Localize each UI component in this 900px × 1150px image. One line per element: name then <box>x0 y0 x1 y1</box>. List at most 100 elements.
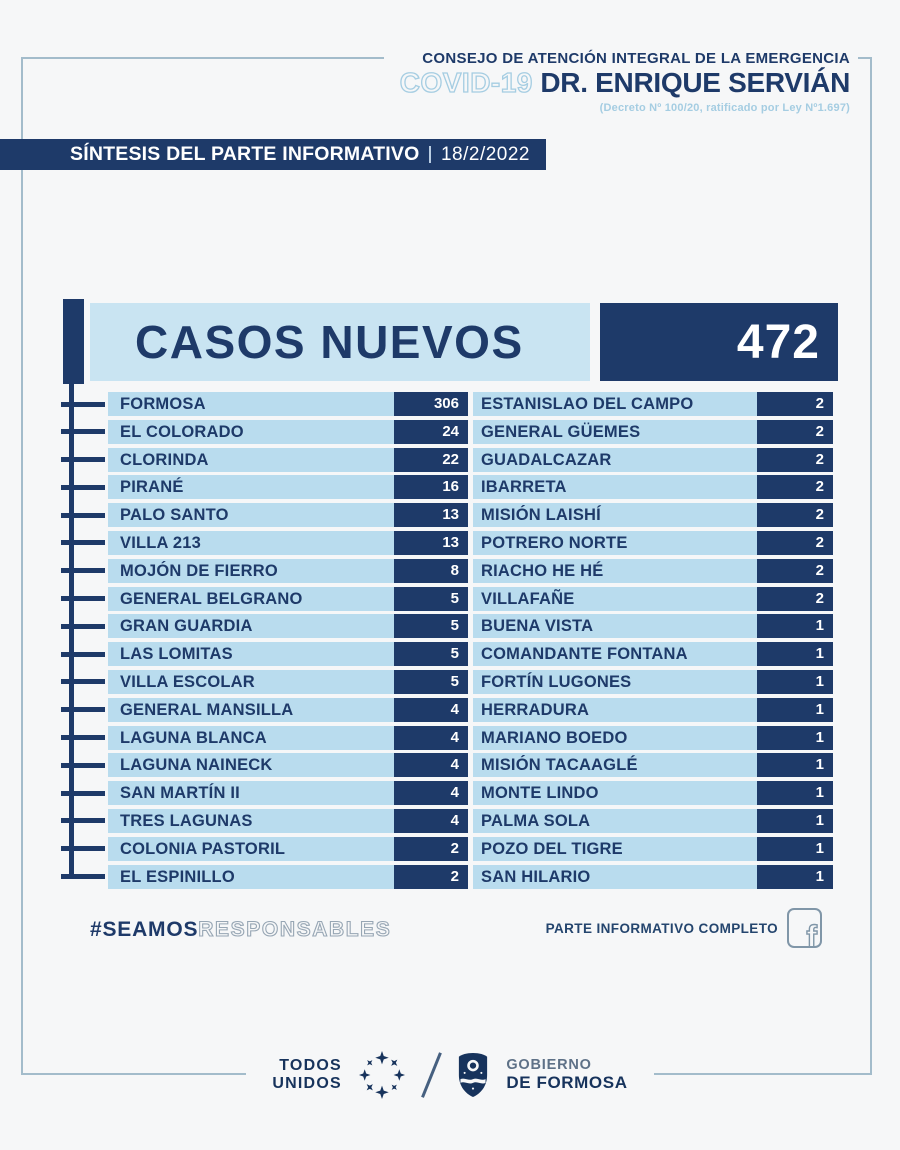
table-row: EL ESPINILLO 2 <box>61 864 468 889</box>
table-row: SAN MARTÍN II 4 <box>61 781 468 806</box>
table-row: VILLA ESCOLAR 5 <box>61 669 468 694</box>
full-report-note: PARTE INFORMATIVO COMPLETO f <box>546 908 822 948</box>
table-row: MISIÓN TACAAGLÉ 1 <box>473 753 833 778</box>
row-tick <box>61 540 105 546</box>
doctor-name: DR. ENRIQUE SERVIÁN <box>532 67 850 98</box>
table-row: GENERAL BELGRANO 5 <box>61 586 468 611</box>
case-count: 2 <box>757 503 833 528</box>
location-label: GUADALCAZAR <box>481 450 612 469</box>
table-row: BUENA VISTA 1 <box>473 614 833 639</box>
star-ring-icon <box>358 1050 405 1100</box>
facebook-f-glyph: f <box>806 919 818 948</box>
location-label: ESTANISLAO DEL CAMPO <box>481 395 694 413</box>
table-row: LAGUNA BLANCA 4 <box>61 725 468 750</box>
location-label: PALMA SOLA <box>481 811 591 830</box>
location-label: GENERAL BELGRANO <box>120 589 303 608</box>
location-label: CLORINDA <box>120 450 209 469</box>
location-label: VILLA ESCOLAR <box>120 672 255 691</box>
table-row: GENERAL MANSILLA 4 <box>61 697 468 722</box>
row-tick <box>61 790 105 796</box>
location-label: GRAN GUARDIA <box>120 617 253 636</box>
location-label: FORTÍN LUGONES <box>481 672 632 691</box>
location-label: COMANDANTE FONTANA <box>481 645 688 664</box>
case-count: 24 <box>394 419 468 444</box>
location-label: SAN HILARIO <box>481 867 591 886</box>
location-label: LAGUNA NAINECK <box>120 756 273 775</box>
table-row: GUADALCAZAR 2 <box>473 447 833 472</box>
location-label: GENERAL GÜEMES <box>481 422 641 441</box>
location-label: BUENA VISTA <box>481 617 594 636</box>
table-row: COMANDANTE FONTANA 1 <box>473 642 833 667</box>
location-label: VILLAFAÑE <box>481 589 575 608</box>
table-row: COLONIA PASTORIL 2 <box>61 836 468 861</box>
table-row: EL COLORADO 24 <box>61 419 468 444</box>
row-tick <box>61 707 105 713</box>
case-count: 2 <box>757 419 833 444</box>
case-count: 13 <box>394 530 468 555</box>
case-count: 306 <box>394 392 468 416</box>
table-row: POZO DEL TIGRE 1 <box>473 836 833 861</box>
table-row: CLORINDA 22 <box>61 447 468 472</box>
table-row: MARIANO BOEDO 1 <box>473 725 833 750</box>
covid-19-outline-text: COVID-19 <box>399 66 533 98</box>
case-count: 1 <box>757 614 833 639</box>
table-row: FORMOSA 306 <box>61 392 468 416</box>
table-row: MOJÓN DE FIERRO 8 <box>61 558 468 583</box>
case-count: 5 <box>394 586 468 611</box>
location-label: EL COLORADO <box>120 422 244 441</box>
location-label: TRES LAGUNAS <box>120 811 253 830</box>
cases-column-left: FORMOSA 306 EL COLORADO 24 CLORINDA 22 PIRANÉ 1… <box>61 392 468 889</box>
location-label: POTRERO NORTE <box>481 533 628 552</box>
table-row: FORTÍN LUGONES 1 <box>473 669 833 694</box>
gobierno-line: GOBIERNO <box>506 1057 592 1073</box>
hashtag-outline-text: RESPONSABLES <box>198 917 392 941</box>
section-total-box: 472 <box>600 303 838 381</box>
case-count: 5 <box>394 642 468 667</box>
row-tick <box>61 484 105 490</box>
table-row: RIACHO HE HÉ 2 <box>473 558 833 583</box>
table-row: VILLAFAÑE 2 <box>473 586 833 611</box>
location-label: LAGUNA BLANCA <box>120 728 267 747</box>
table-row: GRAN GUARDIA 5 <box>61 614 468 639</box>
case-count: 2 <box>757 475 833 500</box>
table-row: HERRADURA 1 <box>473 697 833 722</box>
case-count: 1 <box>757 669 833 694</box>
case-count: 16 <box>394 475 468 500</box>
case-count: 22 <box>394 447 468 472</box>
section-title: CASOS NUEVOS <box>135 316 524 368</box>
footer: TODOS UNIDOS <box>0 1038 900 1112</box>
row-tick <box>61 429 105 435</box>
location-label: VILLA 213 <box>120 533 201 552</box>
row-tick <box>61 679 105 685</box>
row-tick <box>61 457 105 463</box>
location-label: EL ESPINILLO <box>120 867 235 886</box>
case-count: 1 <box>757 836 833 861</box>
case-count: 13 <box>394 503 468 528</box>
table-row: PIRANÉ 16 <box>61 475 468 500</box>
case-count: 1 <box>757 642 833 667</box>
row-tick <box>61 651 105 657</box>
location-label: COLONIA PASTORIL <box>120 839 286 858</box>
hashtag-solid-text: #SEAMOS <box>90 918 199 941</box>
location-label: PALO SANTO <box>120 506 229 525</box>
table-row: VILLA 213 13 <box>61 530 468 555</box>
case-count: 2 <box>757 447 833 472</box>
full-report-label: PARTE INFORMATIVO COMPLETO <box>545 920 778 936</box>
case-count: 1 <box>757 697 833 722</box>
row-tick <box>61 401 105 407</box>
total-cases-value: 472 <box>736 315 820 369</box>
todos-line: TODOS <box>279 1057 342 1075</box>
case-count: 2 <box>394 836 468 861</box>
location-label: MOJÓN DE FIERRO <box>120 561 278 580</box>
decree-note: (Decreto Nº 100/20, ratificado por Ley N… <box>599 101 850 114</box>
row-tick <box>61 512 105 518</box>
row-tick <box>61 762 105 768</box>
location-label: POZO DEL TIGRE <box>481 839 623 858</box>
table-row: IBARRETA 2 <box>473 475 833 500</box>
row-tick <box>61 596 105 602</box>
table-row: POTRERO NORTE 2 <box>473 530 833 555</box>
table-row: MONTE LINDO 1 <box>473 781 833 806</box>
case-count: 1 <box>757 725 833 750</box>
location-label: IBARRETA <box>481 478 567 497</box>
case-count: 2 <box>757 530 833 555</box>
